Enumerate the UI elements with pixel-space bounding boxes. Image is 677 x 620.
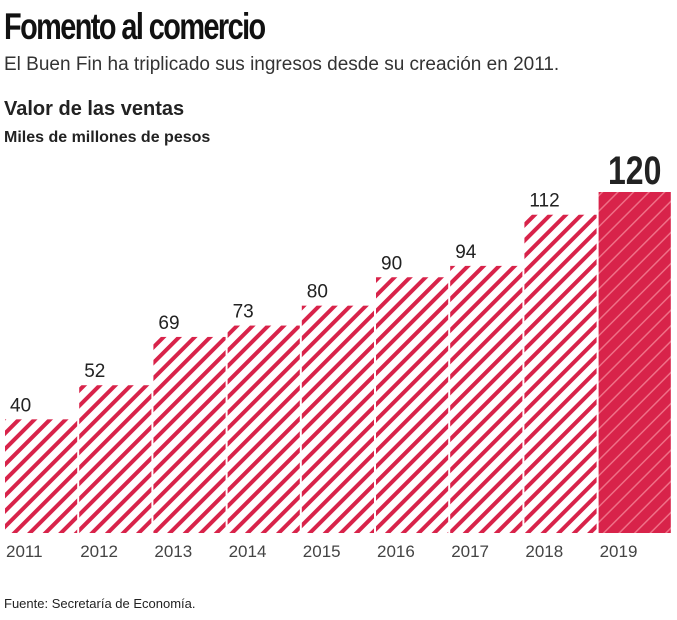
data-label: 120 bbox=[608, 148, 661, 193]
bar-2018 bbox=[524, 214, 597, 533]
data-label: 40 bbox=[10, 395, 31, 416]
bar-2014 bbox=[227, 325, 300, 533]
data-label: 94 bbox=[455, 242, 477, 263]
x-tick-label: 2018 bbox=[525, 542, 563, 561]
bar-2019 bbox=[598, 192, 671, 533]
data-label: 80 bbox=[307, 282, 328, 303]
x-tick-label: 2012 bbox=[80, 542, 118, 561]
bar-2012 bbox=[79, 385, 152, 533]
bar-2011 bbox=[5, 419, 78, 533]
data-label: 90 bbox=[381, 253, 402, 274]
x-tick-label: 2011 bbox=[6, 542, 43, 561]
x-tick-label: 2016 bbox=[377, 542, 415, 561]
data-label: 69 bbox=[158, 313, 179, 334]
bar-2013 bbox=[153, 336, 226, 533]
x-tick-label: 2014 bbox=[229, 542, 267, 561]
source-note: Fuente: Secretaría de Economía. bbox=[4, 596, 196, 611]
data-label: 52 bbox=[84, 361, 105, 382]
bar-2017 bbox=[450, 265, 523, 533]
page-subtitle: El Buen Fin ha triplicado sus ingresos d… bbox=[4, 54, 560, 75]
data-label: 73 bbox=[233, 302, 254, 323]
x-tick-label: 2019 bbox=[600, 542, 638, 561]
chart-title: Valor de las ventas bbox=[4, 98, 185, 120]
page-title: Fomento al comercio bbox=[4, 6, 266, 47]
chart-unit: Miles de millones de pesos bbox=[4, 129, 211, 146]
x-tick-label: 2017 bbox=[451, 542, 489, 561]
bar-2015 bbox=[301, 305, 374, 533]
data-label: 112 bbox=[529, 191, 559, 212]
x-tick-label: 2015 bbox=[303, 542, 341, 561]
x-tick-label: 2013 bbox=[154, 542, 192, 561]
bar-2016 bbox=[376, 277, 449, 533]
